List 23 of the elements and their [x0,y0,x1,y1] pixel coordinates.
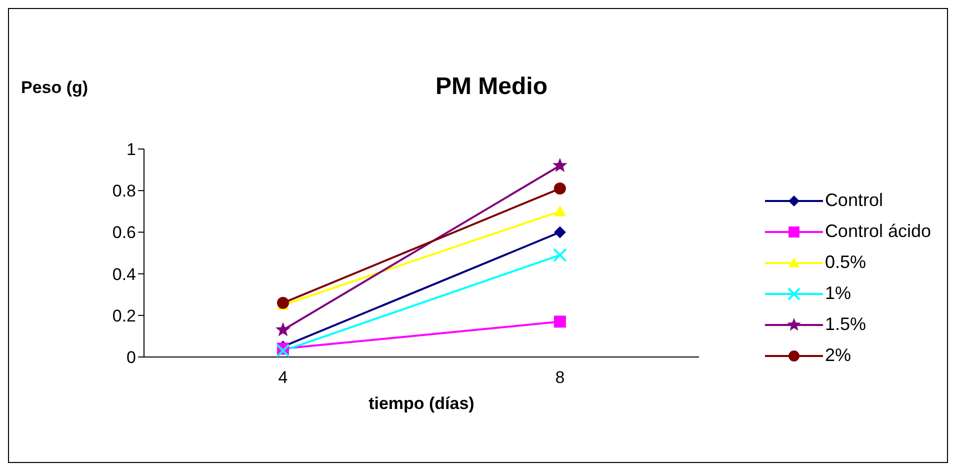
x-tick-label: 4 [278,368,288,388]
y-tick-label: 0.6 [112,223,136,242]
y-axis-title: Peso (g) [21,78,88,98]
point [276,322,290,336]
legend-label: 1% [824,283,851,304]
x-axis-title: tiempo (días) [368,394,474,413]
y-tick-label: 0 [126,348,136,368]
point [552,248,567,262]
legend-label: 2% [824,345,851,366]
legend-label: Control [824,190,883,211]
point [554,316,566,328]
point [554,226,566,238]
legend-label: Control ácido [824,221,931,242]
y-tick-label: 0.8 [112,182,136,201]
legend-label: 0.5% [824,252,866,273]
point [552,158,568,172]
x-tick-label: 8 [555,368,565,388]
chart-title: PM Medio [436,73,548,100]
y-tick-label: 0.4 [112,264,136,284]
point [554,182,566,195]
y-tick-label: 1 [126,140,136,160]
legend-label: 1.5% [824,314,866,335]
y-tick-label: 0.2 [112,306,136,326]
